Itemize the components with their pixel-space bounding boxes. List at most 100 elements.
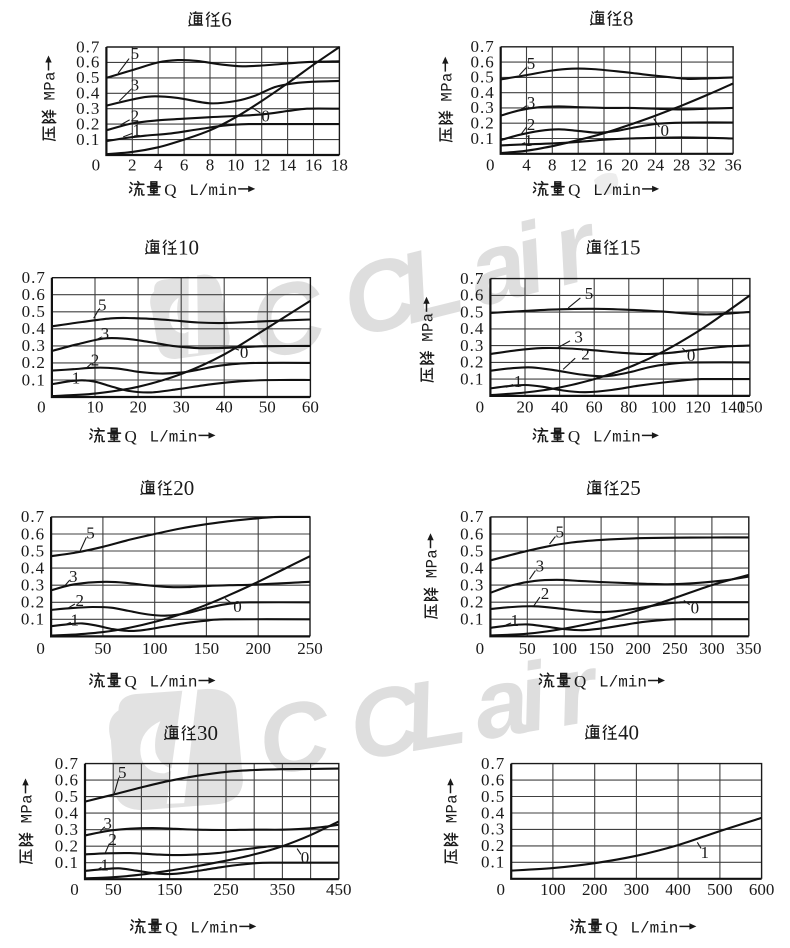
svg-text:Q: Q [125,427,137,446]
svg-text:0: 0 [486,156,495,175]
svg-text:0.1: 0.1 [55,853,79,872]
svg-text:2: 2 [541,584,550,603]
svg-text:4: 4 [522,156,531,175]
svg-text:6: 6 [180,156,189,175]
svg-text:0.7: 0.7 [22,268,46,287]
svg-text:50: 50 [94,639,111,658]
svg-text:0.3: 0.3 [21,576,45,595]
svg-text:0: 0 [660,121,669,140]
svg-text:0.6: 0.6 [460,286,484,305]
svg-text:Q: Q [164,180,176,199]
svg-text:4: 4 [154,156,163,175]
svg-text:0.5: 0.5 [76,68,100,87]
svg-text:100: 100 [142,639,168,658]
svg-text:100: 100 [651,398,677,417]
svg-text:0.2: 0.2 [460,353,484,372]
svg-text:0.1: 0.1 [22,370,46,389]
svg-text:0.7: 0.7 [481,754,505,773]
svg-text:2: 2 [91,351,100,370]
svg-text:0.5: 0.5 [460,541,484,560]
svg-text:0.6: 0.6 [481,770,505,789]
svg-text:0.3: 0.3 [470,98,494,117]
svg-text:0.6: 0.6 [55,770,79,789]
svg-text:20: 20 [621,156,638,175]
svg-text:3: 3 [101,324,110,343]
svg-text:2: 2 [131,106,140,125]
svg-text:MPa: MPa [424,549,442,578]
svg-text:150: 150 [194,639,220,658]
svg-text:16: 16 [596,156,613,175]
svg-text:1: 1 [514,372,523,391]
svg-text:10: 10 [227,156,244,175]
svg-text:40: 40 [551,398,568,417]
svg-text:MPa: MPa [19,794,37,823]
svg-text:0.5: 0.5 [22,302,46,321]
svg-text:500: 500 [707,880,733,899]
svg-text:0.4: 0.4 [481,803,505,822]
svg-text:250: 250 [213,880,239,899]
svg-text:2: 2 [527,115,536,134]
svg-text:50: 50 [519,639,536,658]
svg-text:0.3: 0.3 [460,336,484,355]
svg-text:Q: Q [568,427,580,446]
svg-text:5: 5 [98,295,107,314]
svg-text:200: 200 [582,880,608,899]
svg-text:0.6: 0.6 [470,52,494,71]
svg-text:20: 20 [517,398,534,417]
svg-text:24: 24 [647,156,665,175]
svg-text:0.6: 0.6 [460,524,484,543]
svg-text:MPa: MPa [438,72,456,101]
svg-text:0.5: 0.5 [460,302,484,321]
svg-text:0.4: 0.4 [22,319,46,338]
svg-text:0.5: 0.5 [21,541,45,560]
svg-text:8: 8 [623,7,634,31]
svg-text:40: 40 [216,398,233,417]
svg-text:2: 2 [75,591,84,610]
svg-text:60: 60 [302,398,319,417]
svg-text:0.2: 0.2 [460,593,484,612]
svg-text:0.7: 0.7 [76,37,100,56]
svg-text:36: 36 [725,156,742,175]
svg-text:0.1: 0.1 [21,610,45,629]
svg-text:140: 140 [720,398,746,417]
svg-text:0: 0 [92,156,101,175]
svg-text:0.1: 0.1 [460,369,484,388]
svg-text:6: 6 [221,8,232,32]
svg-text:Q: Q [568,180,580,199]
svg-text:0.6: 0.6 [76,53,100,72]
svg-text:L/min: L/min [593,428,641,446]
svg-text:150: 150 [588,639,614,658]
svg-text:0.6: 0.6 [21,524,45,543]
svg-text:18: 18 [331,156,348,175]
svg-text:0.4: 0.4 [76,84,100,103]
svg-text:14: 14 [279,156,297,175]
svg-text:Q: Q [165,918,177,937]
svg-text:300: 300 [624,880,650,899]
svg-text:0.3: 0.3 [481,820,505,839]
svg-text:0: 0 [476,398,485,417]
svg-text:300: 300 [699,639,725,658]
svg-text:10: 10 [87,398,104,417]
svg-text:250: 250 [662,639,688,658]
svg-text:0.4: 0.4 [460,558,484,577]
svg-text:0: 0 [301,848,310,867]
svg-text:0.4: 0.4 [21,558,45,577]
svg-text:1: 1 [701,843,710,862]
svg-text:150: 150 [157,880,183,899]
svg-text:20: 20 [173,476,194,500]
svg-text:0: 0 [70,880,79,899]
svg-text:5: 5 [118,763,127,782]
svg-text:5: 5 [585,284,594,303]
svg-text:0: 0 [691,599,700,618]
svg-text:0.5: 0.5 [55,787,79,806]
svg-text:120: 120 [685,398,711,417]
svg-text:450: 450 [326,880,352,899]
svg-text:400: 400 [665,880,691,899]
svg-text:10: 10 [178,236,199,260]
svg-text:MPa: MPa [420,312,438,341]
svg-text:0: 0 [37,398,46,417]
svg-text:150: 150 [737,398,763,417]
svg-text:2: 2 [581,344,590,363]
svg-text:0.7: 0.7 [55,754,79,773]
svg-text:0.4: 0.4 [460,319,484,338]
